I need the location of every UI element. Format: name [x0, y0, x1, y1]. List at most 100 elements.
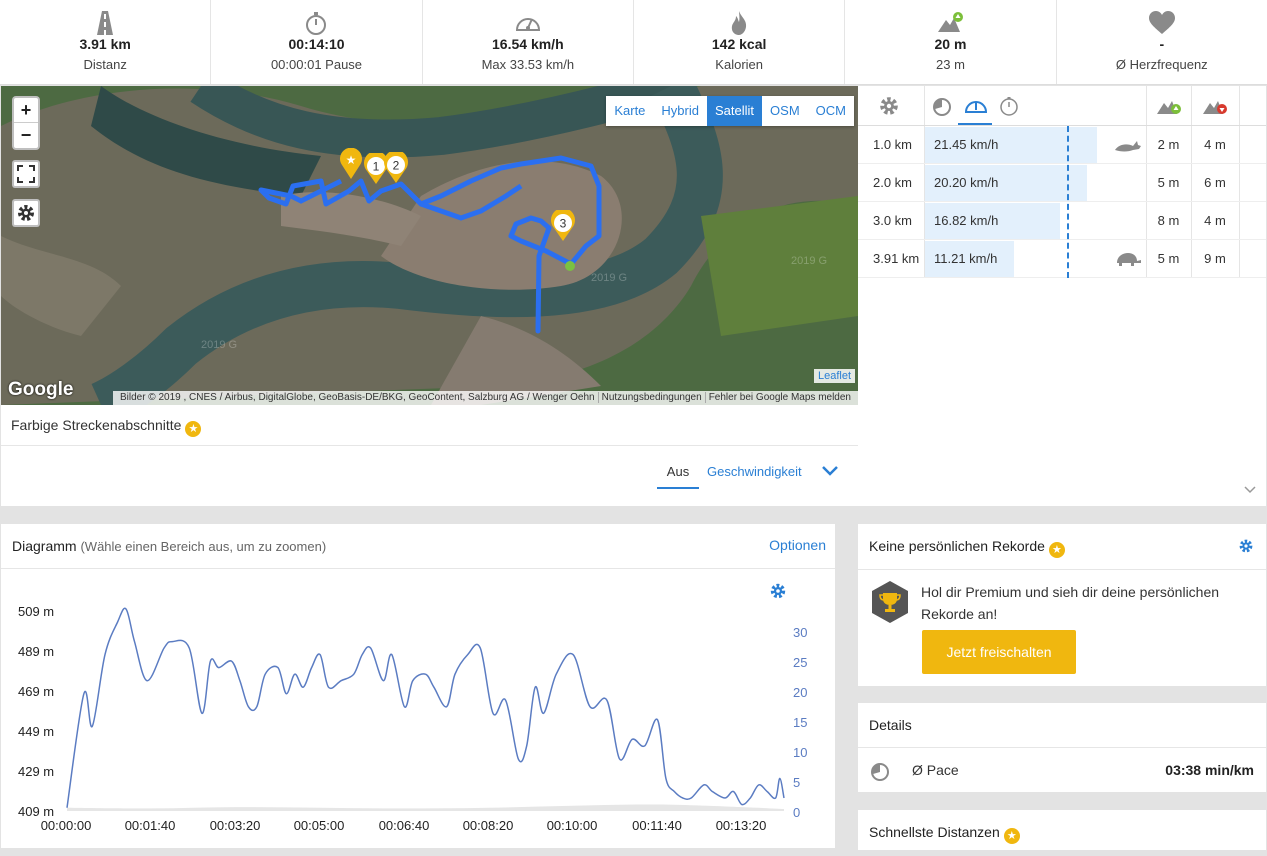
- x-tick-label: 00:01:40: [124, 818, 176, 833]
- split-speed: 20.20 km/h: [934, 175, 999, 190]
- speedometer-icon: [515, 18, 540, 31]
- premium-star-icon: ★: [1048, 542, 1065, 558]
- split-ascent: 8 m: [1157, 213, 1180, 228]
- diagram-options-button[interactable]: Optionen: [769, 537, 826, 599]
- premium-star-icon: ★: [1003, 828, 1020, 844]
- stat-value: 16.54 km/h: [492, 36, 564, 52]
- fastest-distances-panel: Schnellste Distanzen ★: [858, 810, 1266, 850]
- split-speed: 11.21 km/h: [934, 251, 998, 266]
- attribution-imagery: Bilder © 2019 , CNES / Airbus, DigitalGl…: [119, 392, 595, 403]
- google-logo: Google: [8, 379, 74, 400]
- pace-icon[interactable]: [932, 96, 952, 116]
- average-speed-line: [1067, 126, 1069, 278]
- unlock-premium-button[interactable]: Jetzt freischalten: [922, 630, 1076, 674]
- layer-hybrid[interactable]: Hybrid: [661, 103, 699, 118]
- y2-tick-label: 0: [793, 805, 801, 820]
- diagram-chart[interactable]: [1, 569, 835, 848]
- records-text: Hol dir Premium und sieh dir deine persö…: [921, 584, 1220, 622]
- zoom-in-button[interactable]: +: [14, 98, 38, 123]
- split-ascent: 5 m: [1157, 175, 1180, 190]
- marker-2[interactable]: 2: [383, 152, 409, 184]
- splits-table: 1.0 km 21.45 km/h 2 m 4 m 2.0 km 20.20 km/h 5 …: [858, 86, 1266, 506]
- layer-satellit[interactable]: Satellit: [707, 96, 763, 126]
- y-tick-label: 449 m: [18, 724, 55, 739]
- speedometer-icon[interactable]: [964, 95, 988, 117]
- svg-text:2019 G: 2019 G: [591, 272, 627, 284]
- stat-speed: 16.54 km/h Max 33.53 km/h: [423, 0, 634, 84]
- map-layer-switcher: Karte Hybrid Satellit OSM OCM: [606, 96, 854, 126]
- split-descent: 9 m: [1204, 251, 1226, 266]
- trophy-icon: [872, 581, 908, 623]
- colored-segments-header: Farbige Streckenabschnitte ★: [1, 405, 858, 446]
- heart-icon: [1148, 11, 1175, 34]
- options-label: Optionen: [769, 537, 826, 553]
- split-ascent: 2 m: [1157, 137, 1180, 152]
- split-descent: 6 m: [1204, 175, 1226, 190]
- gear-icon: [770, 583, 786, 599]
- stopwatch-icon[interactable]: [999, 96, 1019, 116]
- stat-calories: 142 kcal Kalorien: [634, 0, 846, 84]
- records-panel: Keine persönlichen Rekorde ★ Hol dir Prem…: [858, 524, 1266, 686]
- svg-text:3: 3: [560, 217, 567, 231]
- details-panel: Details Ø Pace 03:38 min/km: [858, 703, 1266, 792]
- report-error-link[interactable]: Fehler bei Google Maps melden: [704, 392, 854, 403]
- map-attribution: Bilder © 2019 , CNES / Airbus, DigitalGl…: [112, 391, 858, 405]
- fullscreen-button[interactable]: [12, 160, 40, 188]
- speed-series-line: [66, 607, 785, 808]
- stat-label: 23 m: [936, 57, 965, 72]
- marker-1[interactable]: 1: [363, 153, 389, 185]
- stopwatch-icon: [306, 12, 327, 35]
- fastest-title: Schnellste Distanzen: [869, 824, 1000, 840]
- records-title: Keine persönlichen Rekorde: [869, 538, 1045, 554]
- terms-link[interactable]: Nutzungsbedingungen: [597, 392, 705, 403]
- route-map[interactable]: 2019 G 2019 G 2019 G ★ 1 2 3 + − Karte H…: [1, 86, 858, 405]
- split-distance: 3.91 km: [873, 251, 920, 266]
- leaflet-link[interactable]: Leaflet: [813, 369, 855, 383]
- turtle-icon: [1117, 253, 1141, 266]
- colored-segments-control: Aus Geschwindigkeit: [1, 446, 858, 506]
- y-tick-label: 489 m: [18, 644, 55, 659]
- split-descent: 4 m: [1204, 137, 1226, 152]
- split-speed: 16.82 km/h: [934, 213, 999, 228]
- diagram-panel: Diagramm (Wähle einen Bereich aus, um zu…: [1, 524, 835, 848]
- elevation-up-icon[interactable]: [1155, 95, 1183, 117]
- gear-icon[interactable]: [1238, 538, 1254, 554]
- speed-bar: [924, 203, 1060, 239]
- marker-3[interactable]: 3: [550, 210, 576, 242]
- gear-icon[interactable]: [878, 95, 900, 117]
- gear-icon: [18, 205, 34, 221]
- x-tick-label: 00:08:20: [462, 818, 514, 833]
- split-descent: 4 m: [1204, 213, 1226, 228]
- y-tick-label: 469 m: [18, 684, 55, 699]
- layer-osm[interactable]: OSM: [770, 103, 800, 118]
- chevron-down-icon[interactable]: [821, 464, 839, 478]
- segment-option-off[interactable]: Aus: [657, 464, 699, 489]
- segment-option-speed[interactable]: Geschwindigkeit: [707, 464, 802, 479]
- diagram-title-text: Diagramm: [12, 538, 77, 554]
- x-tick-label: 00:00:00: [40, 818, 92, 833]
- diagram-title: Diagramm (Wähle einen Bereich aus, um zu…: [12, 538, 326, 554]
- x-tick-label: 00:06:40: [378, 818, 430, 833]
- road-icon: [97, 11, 114, 35]
- split-row[interactable]: 3.0 km 16.82 km/h 8 m 4 m: [858, 202, 1266, 240]
- y2-tick-label: 30: [793, 625, 808, 640]
- split-row[interactable]: 1.0 km 21.45 km/h 2 m 4 m: [858, 126, 1266, 164]
- stat-value: -: [1159, 36, 1165, 52]
- stat-elevation: 20 m 23 m: [845, 0, 1057, 84]
- favorite-marker-icon[interactable]: ★: [339, 148, 363, 180]
- zoom-out-button[interactable]: −: [20, 125, 32, 145]
- satellite-map-image: 2019 G 2019 G 2019 G: [1, 86, 858, 405]
- elevation-down-icon[interactable]: [1201, 95, 1229, 117]
- y2-tick-label: 15: [793, 715, 808, 730]
- map-settings-button[interactable]: [12, 199, 40, 227]
- split-row[interactable]: 2.0 km 20.20 km/h 5 m 6 m: [858, 164, 1266, 202]
- split-row[interactable]: 3.91 km 11.21 km/h 5 m 9 m: [858, 240, 1266, 278]
- y2-tick-label: 20: [793, 685, 808, 700]
- stat-label: Distanz: [83, 57, 127, 72]
- diagram-hint: (Wähle einen Bereich aus, um zu zoomen): [80, 539, 327, 554]
- pace-icon: [871, 763, 889, 781]
- stat-heartrate: - Ø Herzfrequenz: [1057, 0, 1267, 84]
- scroll-down-icon[interactable]: [1244, 484, 1256, 498]
- layer-karte[interactable]: Karte: [614, 103, 646, 118]
- layer-ocm[interactable]: OCM: [815, 103, 846, 118]
